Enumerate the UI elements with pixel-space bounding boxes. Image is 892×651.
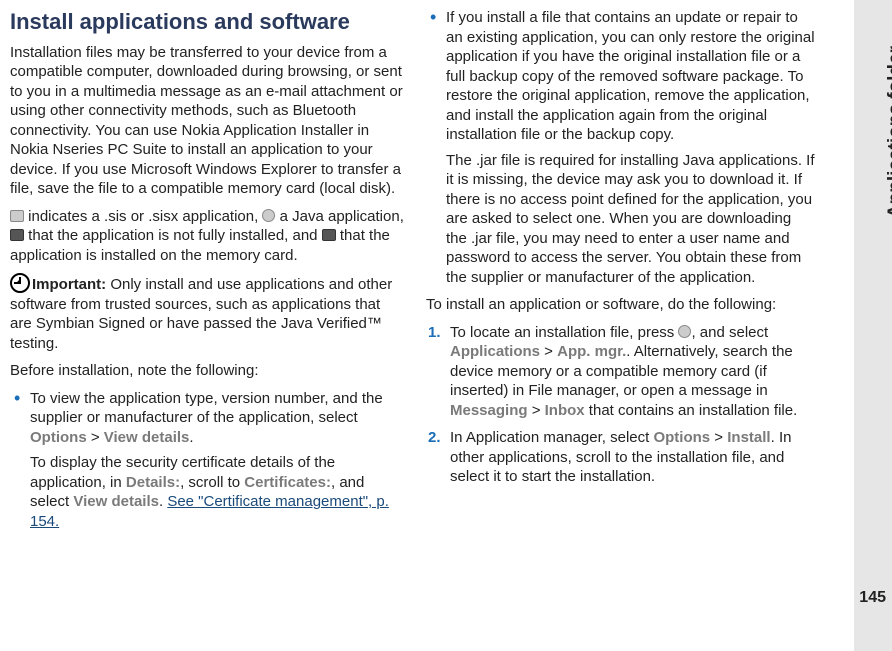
text: , and select — [691, 324, 768, 341]
text: . — [189, 429, 193, 446]
important-label: Important: — [32, 276, 106, 293]
install-intro: To install an application or software, d… — [426, 295, 816, 315]
menu-view-details: View details — [73, 493, 159, 510]
sep: > — [540, 343, 557, 360]
numbered-steps: To locate an installation file, press , … — [426, 323, 816, 487]
menu-options: Options — [30, 429, 87, 446]
page-heading: Install applications and software — [10, 8, 406, 37]
menu-key-icon — [678, 325, 691, 338]
text: To view the application type, version nu… — [30, 390, 383, 427]
icon-legend: indicates a .sis or .sisx application, a… — [10, 207, 406, 266]
sidebar-tab: Applications folder 145 — [854, 0, 892, 651]
before-install: Before installation, note the following: — [10, 361, 406, 381]
text: To locate an installation file, press — [450, 324, 678, 341]
sep: > — [87, 429, 104, 446]
menu-install: Install — [727, 429, 770, 446]
step-item: To locate an installation file, press , … — [426, 323, 816, 421]
legend-text-2: a Java application, — [275, 208, 403, 225]
bullet-para: If you install a file that contains an u… — [446, 8, 816, 145]
bullet-list-right: If you install a file that contains an u… — [426, 8, 816, 287]
intro-para: Installation files may be transferred to… — [10, 43, 406, 199]
sis-icon — [10, 210, 24, 222]
menu-messaging: Messaging — [450, 402, 528, 419]
text: that contains an installation file. — [585, 402, 798, 419]
bullet-para: The .jar file is required for installing… — [446, 151, 816, 288]
text: , scroll to — [180, 474, 244, 491]
bullet-para: To view the application type, version nu… — [30, 389, 406, 448]
sep: > — [528, 402, 545, 419]
left-column: Install applications and software Instal… — [10, 8, 420, 643]
sidebar-label: Applications folder — [884, 46, 892, 218]
bullet-list-left: To view the application type, version nu… — [10, 389, 406, 532]
list-item: If you install a file that contains an u… — [426, 8, 816, 287]
sep: > — [710, 429, 727, 446]
list-item: To view the application type, version nu… — [10, 389, 406, 532]
step-item: In Application manager, select Options >… — [426, 428, 816, 487]
menu-certificates: Certificates: — [244, 474, 331, 491]
menu-app-mgr: App. mgr. — [557, 343, 626, 360]
memory-card-icon — [322, 229, 336, 241]
partial-install-icon — [10, 229, 24, 241]
menu-inbox: Inbox — [545, 402, 585, 419]
menu-view-details: View details — [104, 429, 190, 446]
bullet-para: To display the security certificate deta… — [30, 453, 406, 531]
menu-details: Details: — [126, 474, 180, 491]
menu-applications: Applications — [450, 343, 540, 360]
legend-text-1: indicates a .sis or .sisx application, — [24, 208, 262, 225]
java-icon — [262, 209, 275, 222]
doc-page: Install applications and software Instal… — [0, 0, 892, 651]
menu-options: Options — [653, 429, 710, 446]
page-number: 145 — [859, 588, 886, 609]
legend-text-3: that the application is not fully instal… — [24, 227, 322, 244]
important-note: Important: Only install and use applicat… — [10, 273, 406, 353]
text: In Application manager, select — [450, 429, 653, 446]
important-icon — [10, 273, 30, 293]
right-column: If you install a file that contains an u… — [420, 8, 830, 643]
